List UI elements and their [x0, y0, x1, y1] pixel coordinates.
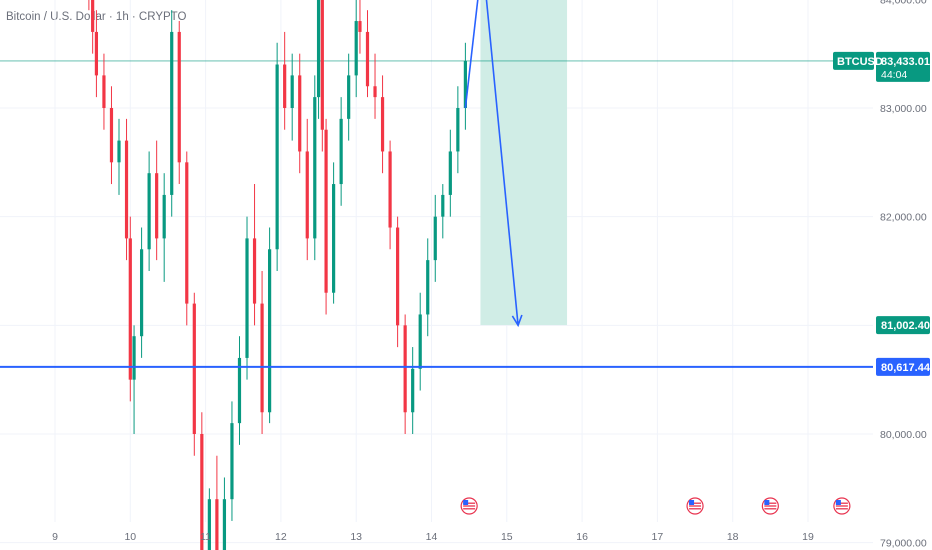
price-tag[interactable]: [876, 357, 930, 376]
candle: [441, 194, 445, 217]
x-tick-label: 14: [426, 531, 438, 543]
x-tick-label: 17: [652, 531, 664, 543]
candle: [403, 325, 407, 413]
candle: [109, 107, 114, 163]
candle: [260, 303, 264, 413]
candle: [170, 31, 174, 195]
x-tick-label: 18: [727, 531, 739, 543]
flag-canton: [835, 500, 841, 505]
x-tick-label: 11: [200, 531, 211, 543]
y-tick-label: 83,000.00: [880, 103, 927, 115]
flag-canton: [463, 500, 469, 505]
candle: [365, 31, 370, 87]
candle: [192, 303, 196, 434]
candle: [396, 227, 400, 326]
flag-canton: [764, 500, 770, 505]
candle: [290, 75, 294, 108]
candle: [177, 31, 181, 163]
price-tag[interactable]: [876, 51, 930, 82]
price-tag-label: 81,002.40: [881, 320, 930, 332]
candle: [94, 31, 99, 76]
x-tick-label: 9: [52, 531, 58, 543]
candle: [380, 97, 385, 152]
x-tick-label: 19: [802, 531, 814, 543]
candle: [222, 499, 227, 550]
candle: [411, 368, 415, 413]
candle: [128, 238, 132, 380]
y-tick-label: 82,000.00: [880, 212, 927, 224]
candle: [230, 423, 234, 500]
candle: [91, 0, 95, 32]
candle: [373, 86, 377, 98]
x-tick-label: 10: [124, 531, 136, 543]
candle: [456, 107, 460, 152]
x-tick-label: 12: [275, 531, 287, 543]
arrow-line[interactable]: [484, 0, 519, 326]
x-tick-label: 16: [576, 531, 588, 543]
x-tick-label: 13: [350, 531, 362, 543]
price-tag[interactable]: [876, 316, 930, 335]
candle: [347, 75, 351, 119]
candle: [162, 194, 166, 239]
candle: [252, 238, 257, 304]
price-tag-label: 80,617.44: [881, 362, 931, 374]
candle: [155, 173, 159, 239]
symbol-tag[interactable]: [833, 51, 874, 70]
candle: [185, 162, 189, 304]
candle: [463, 60, 467, 108]
candle: [354, 21, 358, 76]
candle: [268, 249, 272, 413]
candle: [117, 140, 121, 163]
candle: [324, 129, 328, 293]
take-profit-zone[interactable]: [480, 0, 568, 326]
price-tag-label: 83,433.01: [881, 56, 930, 68]
candle: [298, 75, 302, 152]
price-tag-countdown: 44:04: [881, 69, 907, 81]
candle: [433, 216, 437, 261]
candle: [215, 499, 219, 550]
symbol-tag-label: BTCUSD: [837, 56, 883, 68]
y-tick-label: 84,000.00: [880, 0, 927, 6]
arrow-line[interactable]: [464, 0, 480, 109]
candle: [426, 260, 430, 315]
candle: [283, 64, 287, 108]
candle: [313, 97, 317, 239]
candle: [102, 75, 106, 108]
x-tick-label: 15: [501, 531, 513, 543]
candle: [332, 184, 336, 293]
candle: [339, 118, 343, 185]
y-tick-label: 80,000.00: [880, 429, 927, 441]
candle: [245, 238, 249, 358]
arrow-head: [511, 314, 523, 328]
candle: [305, 151, 309, 239]
candle: [316, 0, 321, 98]
flag-canton: [689, 500, 695, 505]
candle: [275, 64, 279, 250]
candle: [200, 434, 204, 550]
candle: [418, 314, 422, 369]
candle: [207, 499, 211, 550]
candle: [139, 249, 144, 337]
candle: [388, 151, 392, 228]
candle: [358, 21, 362, 32]
candle: [448, 151, 452, 195]
candle: [237, 357, 242, 424]
candle: [147, 173, 151, 250]
y-tick-label: 79,000.00: [880, 538, 927, 550]
candle: [124, 140, 129, 239]
candle: [132, 336, 136, 380]
candle: [320, 0, 324, 130]
